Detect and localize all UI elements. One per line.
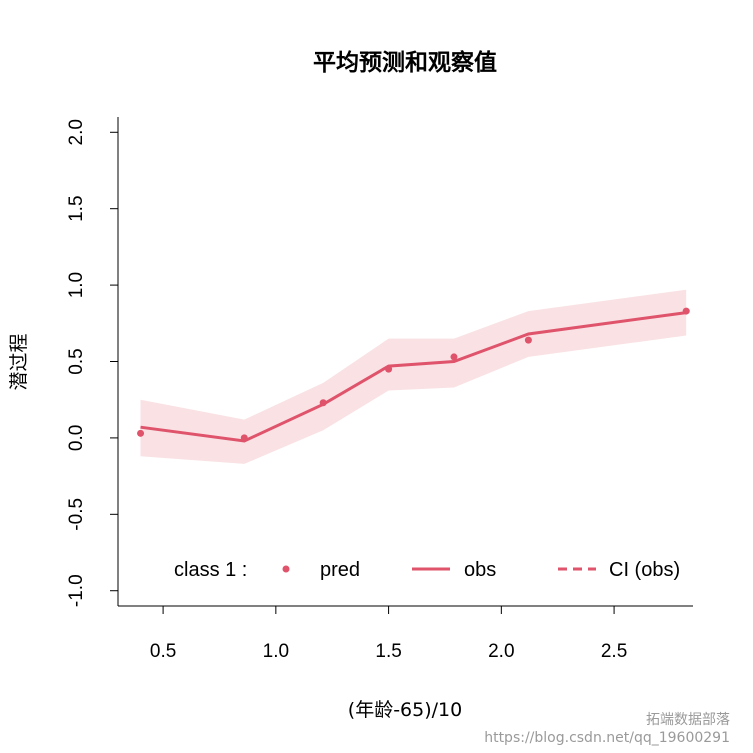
legend-pred-marker: [282, 565, 290, 573]
x-tick-label: 2.5: [601, 641, 627, 662]
legend-ci-label: CI (obs): [609, 559, 680, 581]
y-axis: -1.0 -0.5 0.0 0.5 1.0 1.5 2.0: [66, 117, 119, 607]
x-axis: 0.5 1.0 1.5 2.0 2.5: [118, 605, 693, 662]
x-tick-label: 0.5: [150, 641, 176, 662]
pred-point: [137, 429, 145, 437]
y-tick-label: 1.0: [66, 272, 87, 298]
chart-title: 平均预测和观察值: [313, 49, 497, 76]
pred-point: [319, 399, 327, 407]
y-tick-label: 1.5: [66, 195, 87, 221]
pred-points: [137, 307, 690, 442]
y-tick-label: -1.0: [66, 574, 87, 607]
x-tick-label: 1.0: [263, 641, 289, 662]
y-tick-label: 0.5: [66, 348, 87, 374]
plot-area: [137, 289, 690, 464]
pred-point: [682, 307, 690, 315]
pred-point: [524, 336, 532, 344]
pred-point: [450, 353, 458, 361]
legend-pred-label: pred: [320, 559, 360, 581]
legend-class-label: class 1 :: [174, 559, 247, 581]
watermark: 拓端数据部落 https://blog.csdn.net/qq_19600291: [484, 712, 730, 746]
legend: class 1 : pred obs CI (obs): [174, 559, 680, 581]
x-tick-label: 1.5: [375, 641, 401, 662]
y-tick-label: -0.5: [66, 498, 87, 531]
y-tick-label: 0.0: [66, 425, 87, 451]
pred-point: [385, 365, 393, 373]
y-tick-label: 2.0: [66, 119, 87, 145]
legend-obs-label: obs: [464, 559, 496, 581]
pred-point: [240, 434, 248, 442]
ci-band: [140, 289, 687, 464]
watermark-url: https://blog.csdn.net/qq_19600291: [484, 730, 730, 746]
y-axis-label: 潜过程: [8, 333, 30, 390]
watermark-brand: 拓端数据部落: [646, 712, 730, 728]
x-tick-label: 2.0: [488, 641, 514, 662]
x-axis-label: (年龄-65)/10: [348, 699, 462, 721]
